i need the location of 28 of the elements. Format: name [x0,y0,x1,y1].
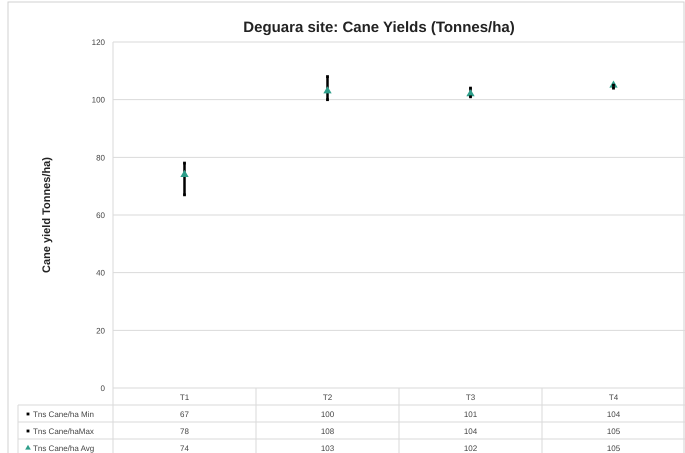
y-tick-label: 100 [92,96,106,105]
y-tick-label: 120 [92,38,106,47]
data-label: 103 [320,444,335,453]
legend-label: Tns Cane/ha Avg [33,444,94,453]
chart-title: Deguara site: Cane Yields (Tonnes/ha) [243,19,515,36]
legend-label: Tns Cane/haMax [33,427,94,436]
x-tick-label: T1 [180,393,190,402]
y-tick-label: 0 [100,384,106,393]
data-label: 74 [180,444,190,453]
y-tick-label: 60 [96,211,106,220]
y-axis-title: Cane yield Tonnes/ha) [41,156,53,273]
data-label: 105 [606,444,621,453]
data-label: 101 [464,410,478,419]
data-label: 78 [180,427,190,436]
data-label: 104 [606,410,621,419]
y-tick-label: 80 [96,153,106,162]
data-label: 105 [606,427,621,436]
data-label: 104 [464,427,478,436]
x-tick-label: T2 [322,393,333,402]
x-tick-label: T4 [608,393,619,402]
data-label: 102 [464,444,478,453]
y-tick-label: 20 [96,326,106,336]
data-label: 108 [320,427,335,436]
x-tick-label: T3 [466,393,476,402]
y-tick-label: 40 [96,268,106,278]
legend-label: Tns Cane/ha Min [33,410,94,419]
data-label: 67 [180,410,190,419]
data-label: 100 [320,410,335,419]
